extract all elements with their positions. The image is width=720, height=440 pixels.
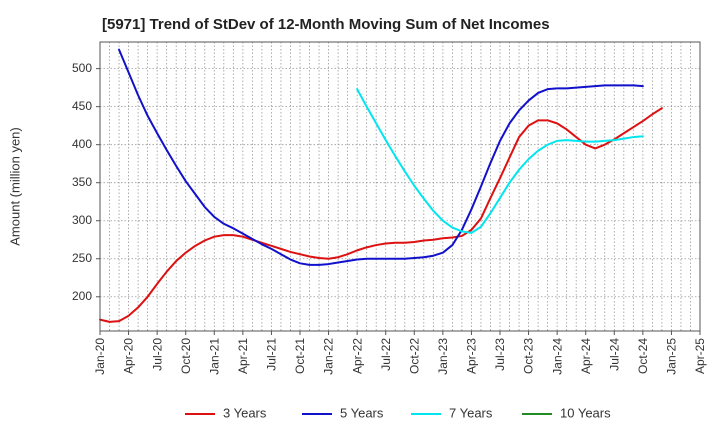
plot-border [99,41,701,332]
series-line-7-years [356,88,644,234]
x-tick-label: Jul-22 [379,338,393,371]
x-tick-label: Jul-20 [150,338,164,371]
x-tick-label: Oct-24 [636,338,650,374]
y-tick-label: 300 [72,213,92,227]
x-tick-label: Jan-24 [550,338,564,375]
x-tick-label: Apr-20 [122,338,136,374]
x-tick-label: Oct-20 [179,338,193,374]
x-tick-label: Oct-21 [293,338,307,374]
y-tick-label: 350 [72,175,92,189]
legend-label-3-years: 3 Years [223,405,267,420]
plot-area [100,42,700,331]
x-tick-label: Apr-21 [236,338,250,374]
y-tick-label: 250 [72,251,92,265]
legend-label-7-years: 7 Years [449,405,493,420]
x-tick-label: Apr-25 [693,338,707,374]
x-tick-label: Jan-20 [93,338,107,375]
x-tick-label: Apr-22 [350,338,364,374]
y-axis-title: Amount (million yen) [7,127,22,246]
x-tick-label: Jul-23 [493,338,507,371]
legend-label-5-years: 5 Years [340,405,384,420]
x-tick-label: Jan-22 [322,338,336,375]
x-tick-label: Jul-24 [607,338,621,371]
y-tick-label: 500 [72,61,92,75]
y-tick-label: 200 [72,289,92,303]
legend-label-10-years: 10 Years [560,405,611,420]
x-tick-label: Oct-23 [522,338,536,374]
x-tick-label: Jan-21 [207,338,221,375]
x-tick-label: Apr-23 [465,338,479,374]
x-tick-label: Jul-21 [265,338,279,371]
series-line-5-years [118,48,644,266]
y-tick-label: 450 [72,99,92,113]
y-tick-label: 400 [72,137,92,151]
x-tick-label: Jan-25 [665,338,679,375]
x-tick-label: Jan-23 [436,338,450,375]
x-tick-label: Apr-24 [579,338,593,374]
series-line-3-years [99,107,663,323]
x-tick-label: Oct-22 [407,338,421,374]
chart-title: [5971] Trend of StDev of 12-Month Moving… [102,16,550,33]
